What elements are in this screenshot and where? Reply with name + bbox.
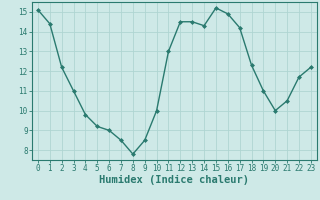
X-axis label: Humidex (Indice chaleur): Humidex (Indice chaleur) (100, 175, 249, 185)
